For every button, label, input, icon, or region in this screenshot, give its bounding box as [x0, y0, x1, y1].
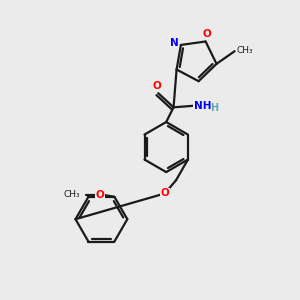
Text: CH₃: CH₃ [237, 46, 253, 55]
Text: N: N [170, 38, 178, 49]
Text: O: O [160, 188, 169, 198]
Text: H: H [210, 103, 218, 113]
Text: O: O [152, 81, 161, 91]
Text: CH₃: CH₃ [64, 190, 80, 200]
Text: O: O [96, 190, 105, 200]
Text: NH: NH [194, 101, 212, 111]
Text: O: O [203, 29, 212, 39]
